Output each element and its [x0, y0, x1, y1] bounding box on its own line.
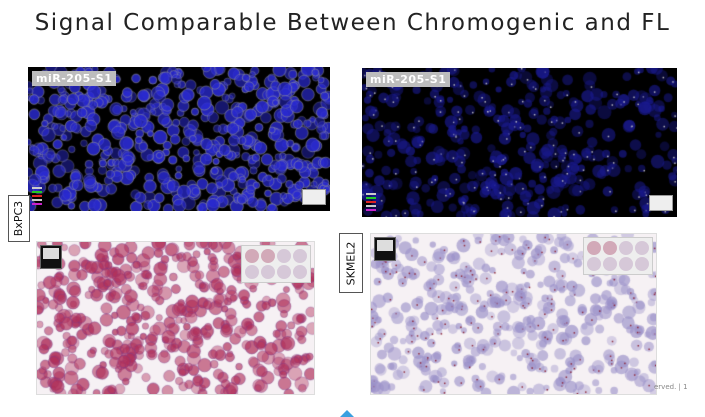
row-label-bxpc3: BxPC3 [8, 195, 30, 242]
skmel2-fluorescence-image: miR-205-S1 [362, 68, 677, 217]
scroll-up-arrow-icon[interactable] [340, 410, 354, 417]
channel-legend [32, 187, 42, 207]
well-inset [241, 245, 311, 283]
row-label-text: SKMEL2 [344, 241, 358, 285]
minimap-icon [374, 237, 396, 261]
well-inset [583, 237, 653, 275]
slide-thumbnail [302, 189, 326, 205]
row-label-skmel2: SKMEL2 [339, 233, 363, 293]
probe-tag: miR-205-S1 [32, 71, 117, 86]
bxpc3-chromogenic-image [36, 241, 315, 395]
row-label-text: BxPC3 [12, 200, 26, 237]
bxpc3-fluorescence-image: miR-205-S1 [28, 67, 330, 211]
slide-footer: erved. | 1 [654, 383, 688, 391]
minimap-icon [40, 245, 62, 269]
slide-thumbnail [649, 195, 673, 211]
channel-legend [366, 193, 376, 213]
probe-tag: miR-205-S1 [366, 72, 451, 87]
slide-title: Signal Comparable Between Chromogenic an… [34, 10, 671, 36]
skmel2-chromogenic-image [370, 233, 657, 395]
